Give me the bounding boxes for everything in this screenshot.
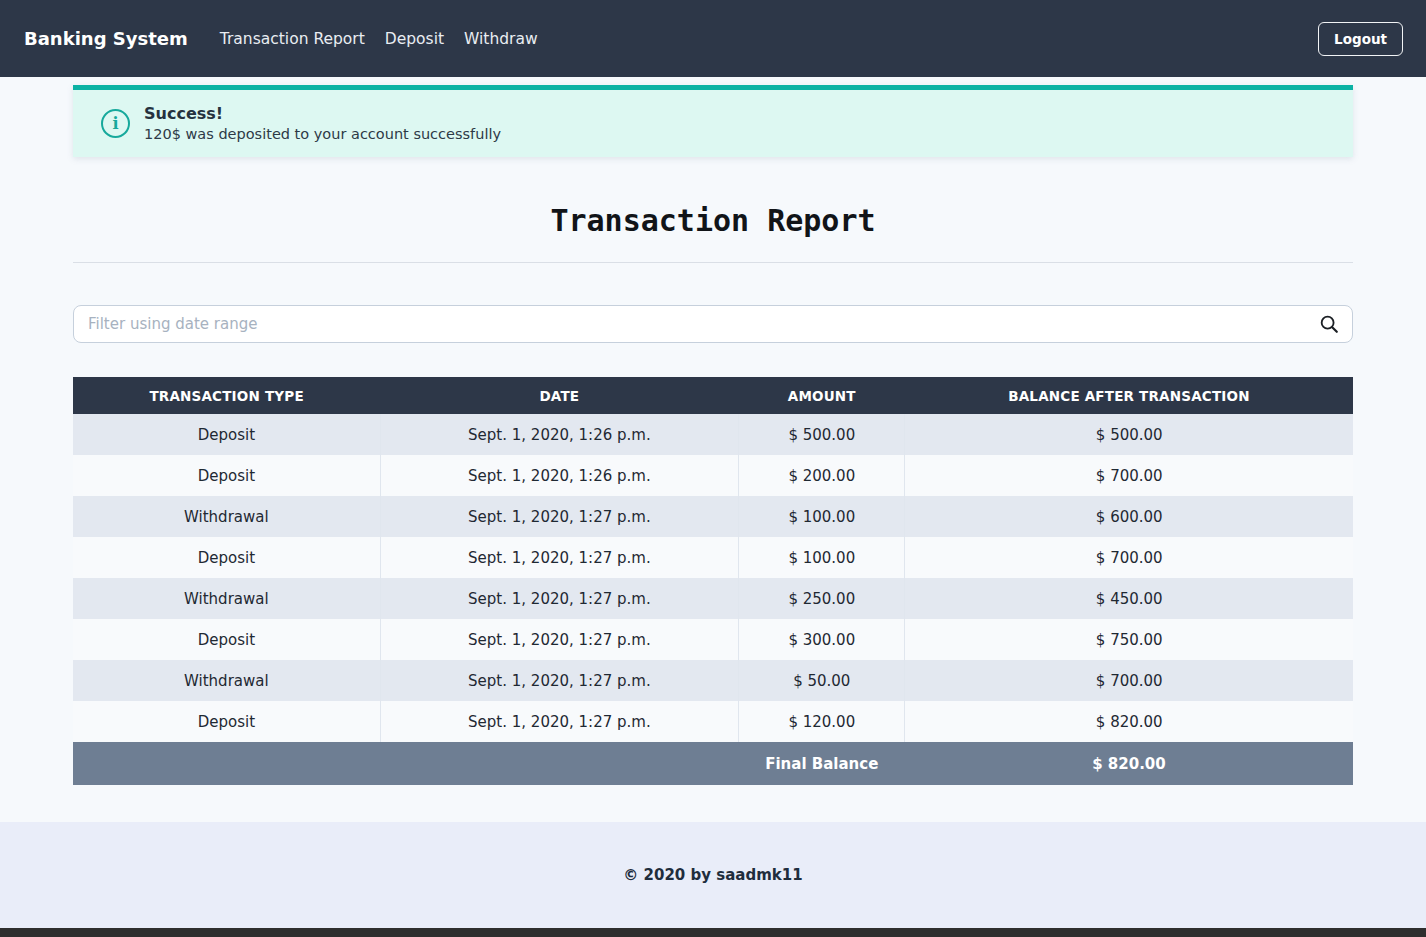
final-balance-label: Final Balance: [739, 742, 905, 785]
success-alert: i Success! 120$ was deposited to your ac…: [73, 85, 1353, 157]
cell-balance: $ 820.00: [905, 701, 1353, 742]
table-row: Withdrawal Sept. 1, 2020, 1:27 p.m. $ 25…: [73, 578, 1353, 619]
nav-item-transaction-report[interactable]: Transaction Report: [212, 22, 373, 56]
table-row: Deposit Sept. 1, 2020, 1:26 p.m. $ 500.0…: [73, 414, 1353, 455]
cell-amount: $ 100.00: [739, 496, 905, 537]
table-footer: Final Balance $ 820.00: [73, 742, 1353, 785]
table-row: Withdrawal Sept. 1, 2020, 1:27 p.m. $ 10…: [73, 496, 1353, 537]
alert-title: Success!: [144, 103, 501, 125]
navbar: Banking System Transaction Report Deposi…: [0, 0, 1426, 77]
cell-date: Sept. 1, 2020, 1:27 p.m.: [380, 619, 738, 660]
cell-date: Sept. 1, 2020, 1:27 p.m.: [380, 578, 738, 619]
cell-amount: $ 300.00: [739, 619, 905, 660]
date-range-filter-input[interactable]: [73, 305, 1353, 343]
logout-button[interactable]: Logout: [1318, 22, 1403, 56]
header-date: DATE: [380, 377, 738, 414]
cell-date: Sept. 1, 2020, 1:26 p.m.: [380, 414, 738, 455]
nav-item-deposit[interactable]: Deposit: [377, 22, 452, 56]
cell-date: Sept. 1, 2020, 1:27 p.m.: [380, 537, 738, 578]
table-row: Deposit Sept. 1, 2020, 1:27 p.m. $ 300.0…: [73, 619, 1353, 660]
cell-balance: $ 700.00: [905, 537, 1353, 578]
cell-date: Sept. 1, 2020, 1:27 p.m.: [380, 660, 738, 701]
header-transaction-type: TRANSACTION TYPE: [73, 377, 380, 414]
cell-transaction-type: Deposit: [73, 414, 380, 455]
table-row: Deposit Sept. 1, 2020, 1:27 p.m. $ 100.0…: [73, 537, 1353, 578]
cell-amount: $ 50.00: [739, 660, 905, 701]
cell-transaction-type: Deposit: [73, 701, 380, 742]
final-balance-value: $ 820.00: [905, 742, 1353, 785]
final-balance-row: Final Balance $ 820.00: [73, 742, 1353, 785]
brand-title[interactable]: Banking System: [24, 28, 188, 49]
alert-message: 120$ was deposited to your account succe…: [144, 125, 501, 145]
search-icon[interactable]: [1317, 312, 1341, 336]
cell-transaction-type: Deposit: [73, 537, 380, 578]
divider: [73, 262, 1353, 263]
cell-balance: $ 700.00: [905, 455, 1353, 496]
cell-amount: $ 500.00: [739, 414, 905, 455]
cell-date: Sept. 1, 2020, 1:27 p.m.: [380, 496, 738, 537]
cell-balance: $ 700.00: [905, 660, 1353, 701]
cell-transaction-type: Withdrawal: [73, 660, 380, 701]
table-body: Deposit Sept. 1, 2020, 1:26 p.m. $ 500.0…: [73, 414, 1353, 742]
cell-amount: $ 120.00: [739, 701, 905, 742]
cell-transaction-type: Withdrawal: [73, 578, 380, 619]
cell-transaction-type: Deposit: [73, 455, 380, 496]
empty-cell: [73, 742, 380, 785]
header-balance-after-transaction: BALANCE AFTER TRANSACTION: [905, 377, 1353, 414]
table-row: Withdrawal Sept. 1, 2020, 1:27 p.m. $ 50…: [73, 660, 1353, 701]
cell-date: Sept. 1, 2020, 1:27 p.m.: [380, 701, 738, 742]
empty-cell: [380, 742, 738, 785]
cell-transaction-type: Deposit: [73, 619, 380, 660]
main-content: i Success! 120$ was deposited to your ac…: [0, 77, 1426, 822]
site-footer: © 2020 by saadmk11: [0, 822, 1426, 928]
cell-amount: $ 250.00: [739, 578, 905, 619]
copyright-text: © 2020 by saadmk11: [623, 866, 802, 884]
page-title: Transaction Report: [73, 199, 1353, 243]
bottom-strip: [0, 928, 1426, 937]
cell-balance: $ 500.00: [905, 414, 1353, 455]
info-icon: i: [101, 109, 130, 138]
cell-transaction-type: Withdrawal: [73, 496, 380, 537]
table-row: Deposit Sept. 1, 2020, 1:27 p.m. $ 120.0…: [73, 701, 1353, 742]
cell-amount: $ 100.00: [739, 537, 905, 578]
header-amount: AMOUNT: [739, 377, 905, 414]
cell-balance: $ 750.00: [905, 619, 1353, 660]
alert-text: Success! 120$ was deposited to your acco…: [144, 103, 501, 144]
cell-balance: $ 450.00: [905, 578, 1353, 619]
transactions-table: TRANSACTION TYPE DATE AMOUNT BALANCE AFT…: [73, 377, 1353, 785]
cell-amount: $ 200.00: [739, 455, 905, 496]
cell-date: Sept. 1, 2020, 1:26 p.m.: [380, 455, 738, 496]
table-header: TRANSACTION TYPE DATE AMOUNT BALANCE AFT…: [73, 377, 1353, 414]
cell-balance: $ 600.00: [905, 496, 1353, 537]
filter-wrap: [73, 305, 1353, 343]
nav-links: Transaction Report Deposit Withdraw: [212, 22, 1318, 56]
nav-item-withdraw[interactable]: Withdraw: [456, 22, 546, 56]
table-row: Deposit Sept. 1, 2020, 1:26 p.m. $ 200.0…: [73, 455, 1353, 496]
